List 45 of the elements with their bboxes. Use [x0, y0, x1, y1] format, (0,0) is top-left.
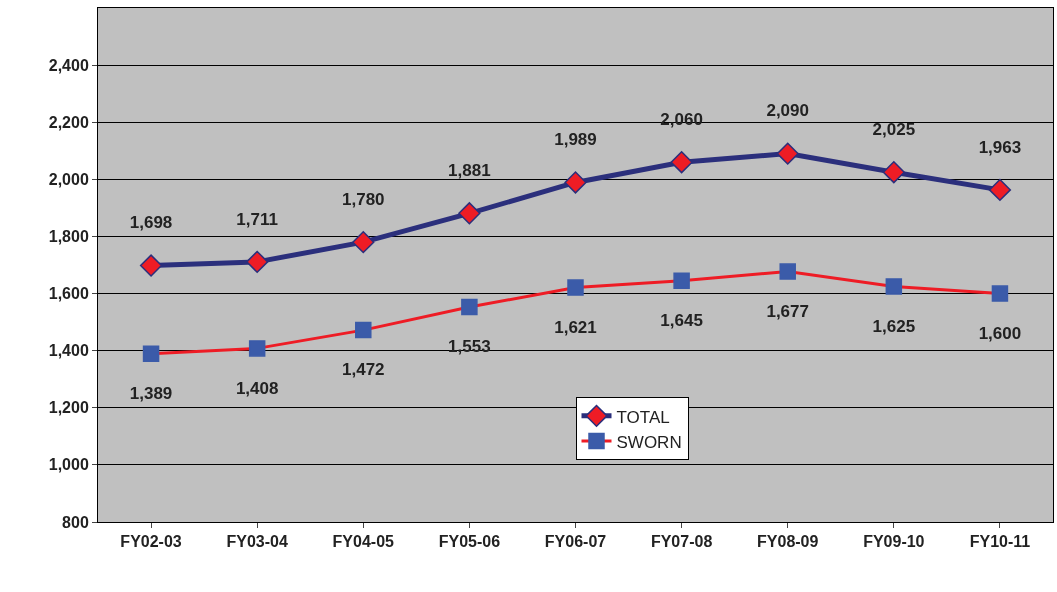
data-label: 1,472: [342, 360, 385, 380]
x-tick-label: FY10-11: [969, 533, 1031, 551]
data-label: 1,963: [978, 137, 1022, 157]
x-tick-label: FY04-05: [332, 533, 395, 551]
point: [352, 231, 375, 254]
data-label: 1,881: [448, 160, 491, 180]
y-tick-label: 800: [62, 513, 89, 531]
legend-label: TOTAL: [616, 407, 670, 427]
point: [564, 171, 587, 194]
y-tick-label: 1,800: [48, 228, 89, 246]
data-label: 1,625: [872, 316, 916, 336]
y-tick-label: 1,000: [48, 456, 89, 474]
legend-label: SWORN: [616, 432, 682, 452]
data-label: 1,677: [766, 301, 809, 321]
point: [246, 250, 269, 274]
data-label: 1,621: [554, 317, 597, 337]
x-tick-label: FY08-09: [757, 533, 819, 551]
data-label: 1,711: [236, 209, 278, 229]
point: [139, 254, 163, 277]
y-tick-label: 2,200: [48, 113, 89, 131]
data-label: 1,698: [129, 213, 173, 233]
x-tick-label: FY05-06: [438, 533, 501, 551]
point: [670, 151, 693, 174]
point: [988, 178, 1012, 202]
point: [882, 161, 905, 184]
y-tick-label: 1,400: [48, 342, 89, 360]
y-tick-label: 1,200: [48, 399, 89, 417]
point: [776, 142, 799, 165]
data-label: 1,600: [978, 323, 1022, 343]
y-tick-label: 1,600: [48, 285, 89, 303]
point: [458, 202, 481, 225]
x-tick-label: FY06-07: [544, 533, 607, 551]
y-tick-label: 2,000: [48, 170, 89, 188]
data-label: 2,025: [872, 119, 916, 139]
x-tick-label: FY07-08: [650, 533, 713, 551]
data-label: 1,780: [342, 189, 385, 209]
data-label: 2,090: [766, 101, 809, 121]
y-tick-label: 2,400: [48, 56, 89, 74]
x-tick-label: FY09-10: [863, 533, 925, 551]
x-tick-label: FY03-04: [226, 533, 288, 551]
data-label: 1,408: [235, 378, 279, 398]
data-label: 1,989: [554, 130, 597, 150]
x-tick-label: FY02-03: [120, 533, 182, 551]
data-label: 1,389: [129, 384, 173, 404]
data-label: 1,645: [660, 310, 703, 330]
